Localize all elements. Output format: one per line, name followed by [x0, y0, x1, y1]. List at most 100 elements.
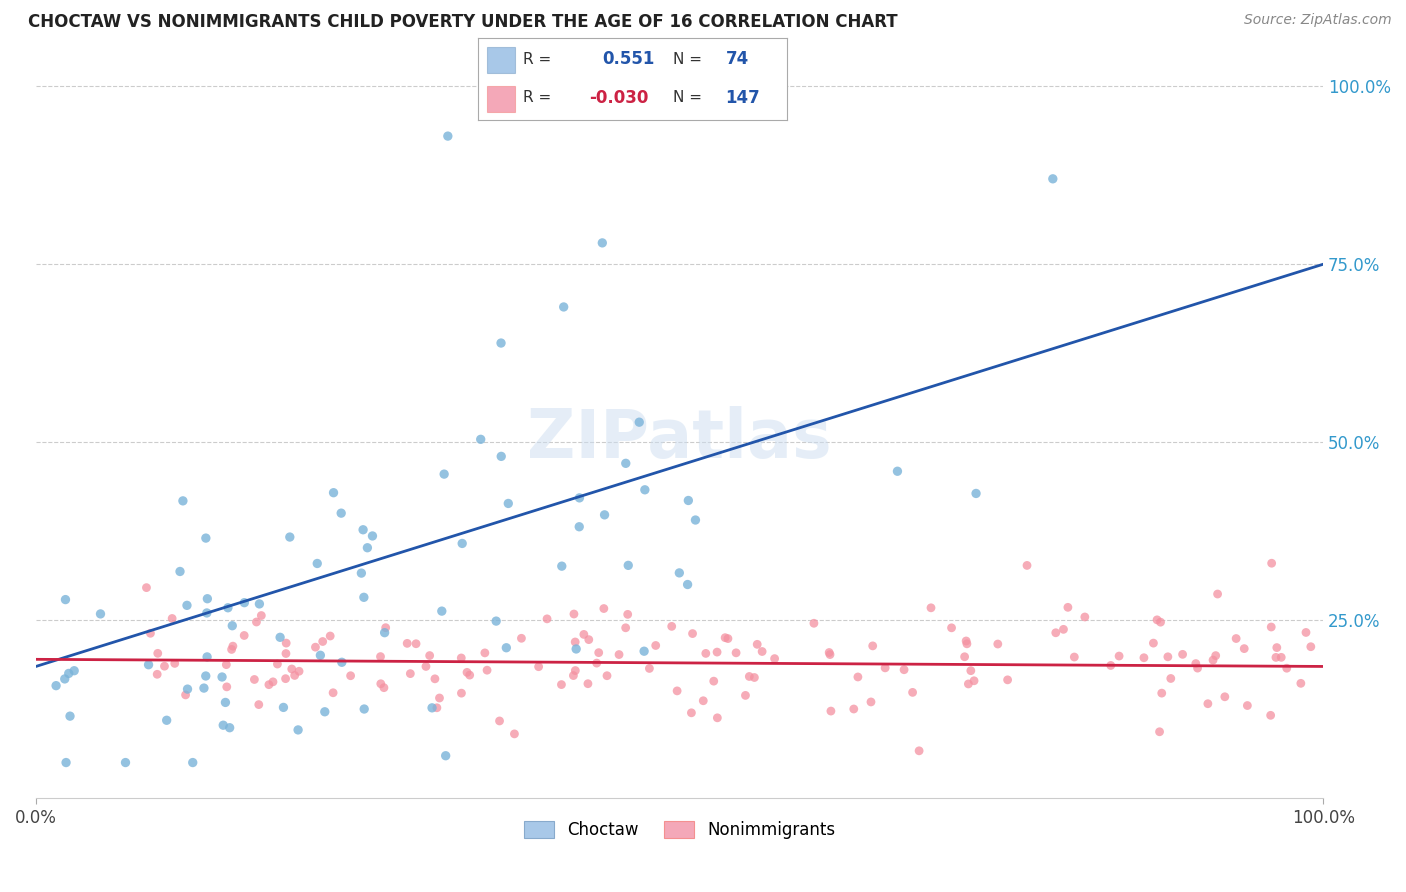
Point	[370, 677, 392, 691]
Point	[1063, 650, 1085, 665]
Point	[1187, 661, 1209, 675]
Point	[160, 611, 183, 625]
Point	[682, 626, 704, 640]
Point	[1074, 610, 1097, 624]
Point	[156, 713, 179, 727]
Point	[678, 493, 700, 508]
Point	[269, 630, 291, 644]
Point	[734, 689, 756, 703]
Point	[405, 637, 427, 651]
Point	[266, 657, 288, 671]
Point	[703, 674, 725, 689]
Point	[820, 704, 842, 718]
Text: -0.030: -0.030	[589, 89, 648, 107]
Point	[997, 673, 1019, 687]
Point	[419, 648, 441, 663]
Point	[751, 644, 773, 658]
Point	[941, 621, 963, 635]
Point	[475, 663, 498, 677]
Point	[859, 695, 882, 709]
Text: N =: N =	[673, 52, 702, 67]
Point	[1275, 661, 1298, 675]
Point	[429, 691, 451, 706]
Point	[1270, 650, 1292, 665]
Point	[953, 649, 976, 664]
Point	[562, 668, 585, 682]
Point	[59, 709, 82, 723]
Point	[276, 636, 298, 650]
Point	[963, 673, 986, 688]
Point	[842, 702, 865, 716]
Point	[172, 494, 194, 508]
Point	[420, 701, 443, 715]
Point	[717, 632, 740, 646]
Point	[474, 646, 496, 660]
Point	[250, 608, 273, 623]
Point	[247, 597, 270, 611]
Point	[503, 727, 526, 741]
Text: R =: R =	[523, 52, 551, 67]
Point	[1142, 636, 1164, 650]
Point	[45, 679, 67, 693]
Point	[350, 566, 373, 581]
Point	[818, 648, 841, 662]
Point	[1171, 648, 1194, 662]
Point	[1099, 658, 1122, 673]
Point	[195, 591, 218, 606]
Point	[1225, 632, 1247, 646]
Point	[114, 756, 136, 770]
Point	[273, 700, 295, 714]
Point	[488, 714, 510, 728]
Point	[1149, 724, 1171, 739]
Point	[153, 659, 176, 673]
Point	[695, 647, 717, 661]
Point	[217, 600, 239, 615]
Bar	[488, 86, 515, 112]
Point	[215, 657, 238, 672]
Point	[593, 508, 616, 522]
Point	[875, 661, 897, 675]
Point	[215, 680, 238, 694]
Point	[176, 682, 198, 697]
Point	[193, 681, 215, 695]
Point	[330, 506, 353, 520]
Point	[1160, 672, 1182, 686]
Point	[194, 531, 217, 545]
Point	[1150, 686, 1173, 700]
Point	[1295, 625, 1317, 640]
Point	[1205, 648, 1227, 663]
Point	[374, 621, 396, 635]
Point	[568, 491, 591, 505]
Point	[628, 415, 651, 429]
Point	[356, 541, 378, 555]
Point	[139, 626, 162, 640]
Point	[214, 695, 236, 709]
Point	[638, 661, 661, 675]
Point	[588, 646, 610, 660]
Point	[987, 637, 1010, 651]
Point	[89, 607, 111, 621]
Point	[458, 668, 481, 682]
Point	[585, 656, 607, 670]
Point	[706, 711, 728, 725]
Point	[738, 669, 761, 683]
Point	[666, 684, 689, 698]
Point	[1260, 620, 1282, 634]
Point	[307, 557, 329, 571]
Point	[862, 639, 884, 653]
Point	[415, 659, 437, 673]
Point	[1260, 708, 1282, 723]
Point	[489, 336, 512, 351]
Text: CHOCTAW VS NONIMMIGRANTS CHILD POVERTY UNDER THE AGE OF 16 CORRELATION CHART: CHOCTAW VS NONIMMIGRANTS CHILD POVERTY U…	[28, 13, 898, 31]
Point	[1133, 650, 1156, 665]
Point	[591, 235, 613, 250]
Point	[634, 483, 657, 497]
Point	[1260, 556, 1282, 570]
Point	[274, 672, 297, 686]
Point	[485, 614, 508, 628]
Point	[527, 659, 550, 673]
Point	[257, 678, 280, 692]
Point	[437, 129, 460, 144]
Point	[287, 723, 309, 737]
Point	[498, 496, 520, 510]
